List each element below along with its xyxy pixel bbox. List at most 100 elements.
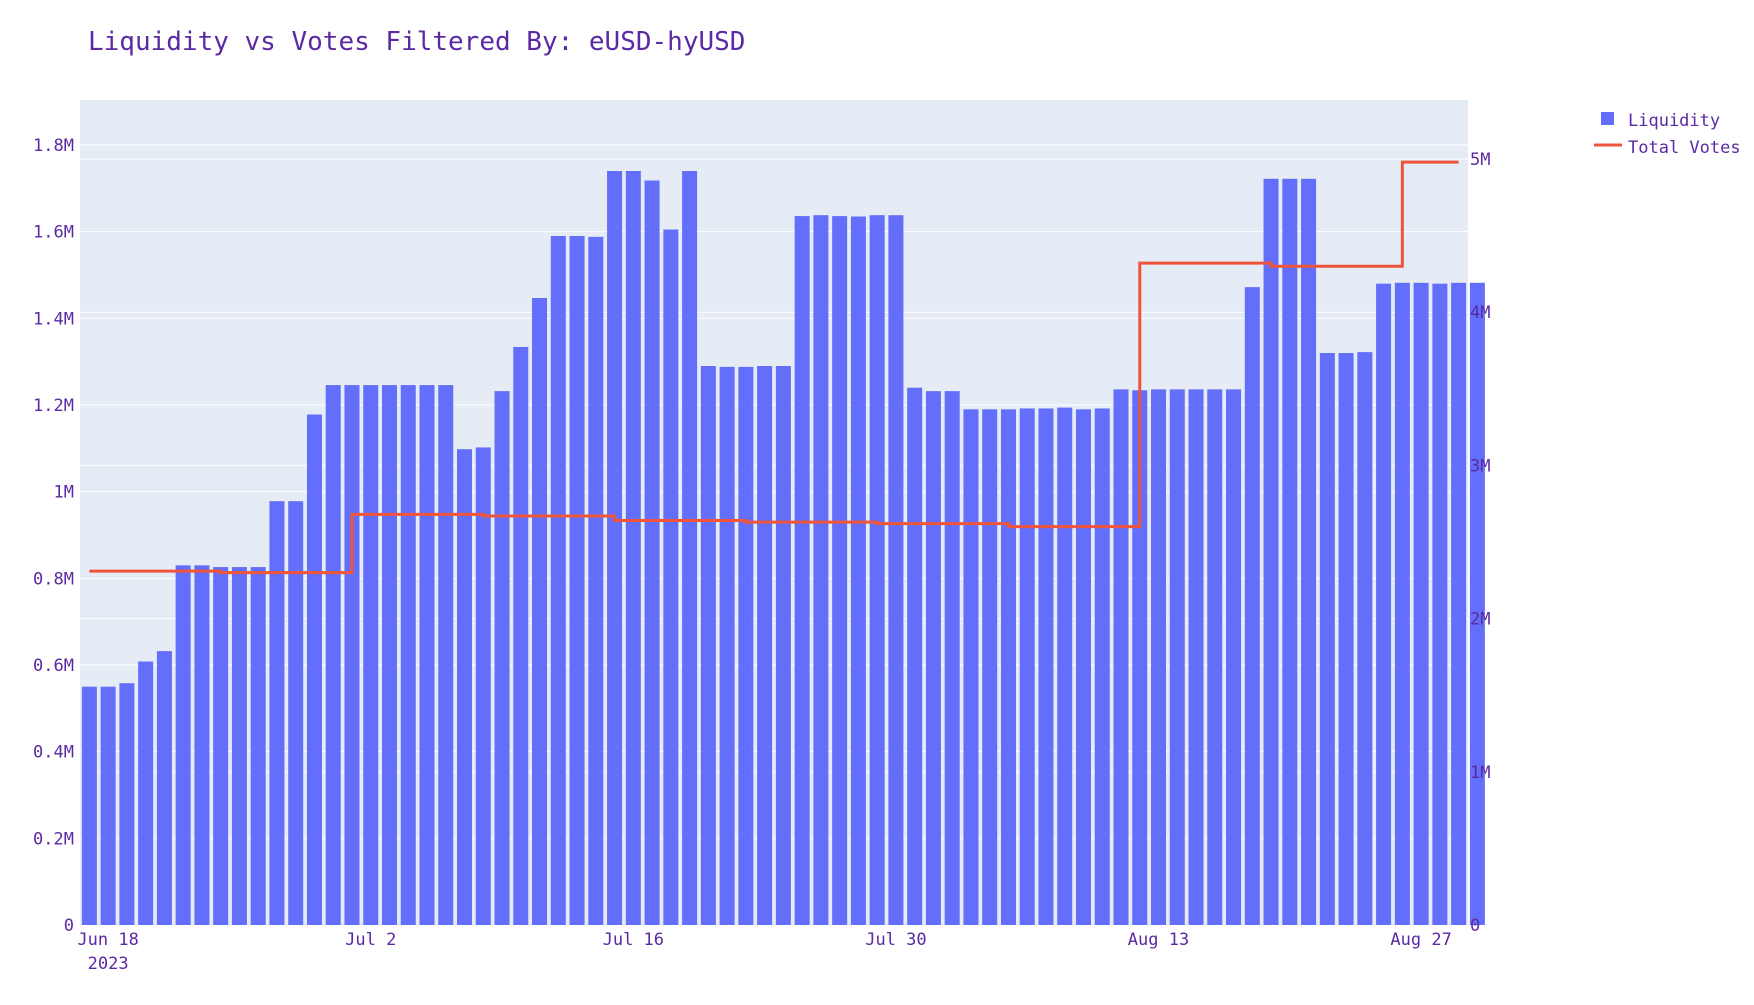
liquidity-bar[interactable] [1207,389,1223,925]
legend[interactable]: Liquidity Total Votes [1594,111,1741,158]
y-right-tick-label: 4M [1470,303,1490,323]
liquidity-bar[interactable] [213,567,229,925]
x-tick-label: Jun 18 [77,930,138,950]
liquidity-bar[interactable] [1357,352,1373,926]
liquidity-bar[interactable] [869,215,885,925]
liquidity-bar[interactable] [81,686,97,925]
liquidity-bar[interactable] [700,366,716,925]
total-votes-line[interactable] [89,160,1459,575]
liquidity-bar[interactable] [1094,408,1110,925]
y-left-tick-label: 1.2M [33,396,74,416]
liquidity-bar[interactable] [663,229,679,926]
liquidity-bar[interactable] [1338,353,1354,925]
liquidity-bar[interactable] [719,366,735,925]
liquidity-bar[interactable] [363,385,379,926]
liquidity-bar[interactable] [1413,282,1429,925]
liquidity-bar[interactable] [194,565,210,925]
liquidity-bar[interactable] [1169,389,1185,925]
liquidity-bar[interactable] [813,215,829,925]
liquidity-bar[interactable] [494,391,510,926]
liquidity-bar[interactable] [138,661,154,925]
liquidity-bar[interactable] [1019,408,1035,925]
liquidity-bar[interactable] [738,366,754,925]
y-right-tick-label: 5M [1470,150,1490,170]
liquidity-bar[interactable] [175,565,191,925]
liquidity-bar[interactable] [231,567,247,925]
legend-liquidity-label[interactable]: Liquidity [1628,111,1720,131]
liquidity-bar[interactable] [1038,408,1054,925]
liquidity-bar[interactable] [250,567,266,925]
liquidity-bar[interactable] [1057,407,1073,926]
liquidity-bar[interactable] [832,216,848,926]
y-left-tick-label: 0.4M [33,743,74,763]
liquidity-bar[interactable] [513,346,529,925]
liquidity-bar[interactable] [794,216,810,926]
liquidity-bar[interactable] [344,385,360,926]
liquidity-bar[interactable] [1319,353,1335,925]
liquidity-bar[interactable] [1151,389,1167,925]
liquidity-bar[interactable] [1282,178,1298,926]
liquidity-bar[interactable] [532,297,548,925]
liquidity-bar[interactable] [1132,390,1148,925]
liquidity-bar[interactable] [1188,389,1204,925]
liquidity-bar[interactable] [757,366,773,925]
liquidity-bar[interactable] [625,171,641,925]
liquidity-bar[interactable] [1000,409,1016,925]
liquidity-bar[interactable] [963,409,979,925]
liquidity-bar[interactable] [907,387,923,926]
liquidity-bar[interactable] [325,385,341,926]
legend-total-votes-label[interactable]: Total Votes [1628,138,1741,158]
y-right-tick-label: 2M [1470,610,1490,630]
x-tick-label: Aug 27 [1390,930,1451,950]
x-tick-label: Jul 30 [865,930,926,950]
liquidity-bar[interactable] [156,651,172,925]
liquidity-bar[interactable] [1263,178,1279,926]
liquidity-bar[interactable] [644,180,660,926]
liquidity-bar[interactable] [1469,282,1485,925]
x-tick-label: Jul 16 [603,930,664,950]
liquidity-bar[interactable] [588,236,604,925]
liquidity-bar[interactable] [888,215,904,925]
y-left-tick-label: 1.6M [33,223,74,243]
liquidity-bar[interactable] [982,409,998,925]
liquidity-bar[interactable] [775,366,791,925]
liquidity-bar[interactable] [306,414,322,925]
liquidity-bar[interactable] [1113,389,1129,925]
legend-liquidity-swatch[interactable] [1601,112,1614,125]
y-right-tick-label: 0 [1470,916,1480,936]
liquidity-bar[interactable] [850,216,866,926]
y-left-tick-label: 1.8M [33,136,74,156]
liquidity-bar[interactable] [607,171,623,925]
liquidity-bar[interactable] [1432,283,1448,926]
liquidity-bar[interactable] [438,385,454,926]
liquidity-bar[interactable] [269,501,285,925]
chart-title: Liquidity vs Votes Filtered By: eUSD-hyU… [88,27,745,57]
liquidity-bar[interactable] [1075,409,1091,925]
liquidity-bar[interactable] [569,236,585,925]
liquidity-bar[interactable] [1244,287,1260,926]
liquidity-bar[interactable] [944,391,960,926]
liquidity-bar[interactable] [475,447,491,925]
liquidity-bar[interactable] [1226,389,1242,925]
y-left-tick-label: 0 [64,916,74,936]
liquidity-bar[interactable] [288,501,304,925]
y-left-tick-label: 0.2M [33,829,74,849]
liquidity-bar[interactable] [100,686,116,925]
liquidity-bar[interactable] [1394,282,1410,925]
liquidity-bar[interactable] [1301,178,1317,926]
liquidity-bar[interactable] [119,683,135,925]
liquidity-bar[interactable] [682,171,698,925]
y-right-tick-label: 3M [1470,456,1490,476]
axis-labels: 0 0.2M 0.4M 0.6M 0.8M 1M 1.2M 1.4M 1.6M 1.8M 0 1M 2M… [33,136,1490,974]
x-tick-label: Aug 13 [1128,930,1189,950]
liquidity-bar[interactable] [419,385,435,926]
liquidity-bar[interactable] [381,385,397,926]
liquidity-bar[interactable] [925,391,941,926]
liquidity-bar[interactable] [400,385,416,926]
liquidity-bar[interactable] [457,449,473,925]
liquidity-bar[interactable] [550,236,566,925]
liquidity-bar[interactable] [1376,283,1392,926]
liquidity-bar[interactable] [1451,282,1467,925]
